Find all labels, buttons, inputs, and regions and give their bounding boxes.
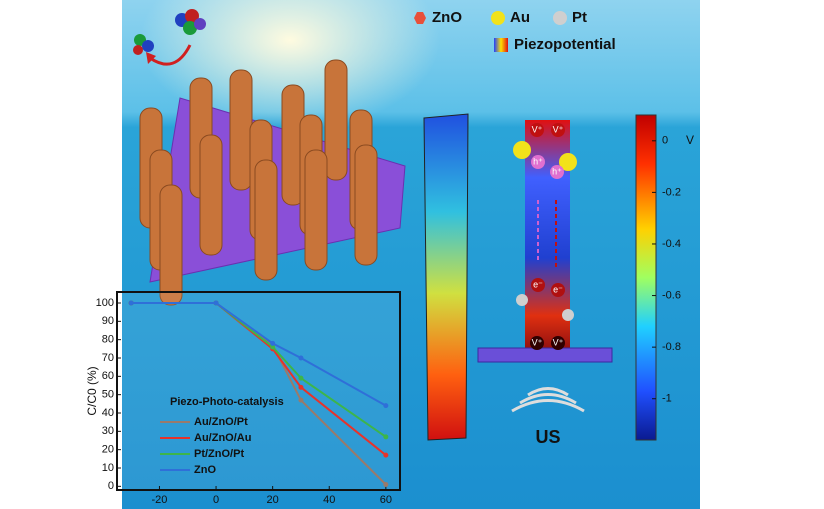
nanorod xyxy=(199,134,223,256)
colorbar-tick-label: -0.4 xyxy=(662,238,681,250)
simulated-rod xyxy=(423,113,469,441)
au-particle xyxy=(559,153,577,171)
legend-label: Pt/ZnO/Pt xyxy=(194,448,244,460)
data-point xyxy=(383,482,389,487)
rod-substrate xyxy=(477,347,613,363)
x-tick-label: 0 xyxy=(213,494,219,506)
data-point xyxy=(383,403,389,409)
colorbar xyxy=(635,114,657,441)
pt-particle xyxy=(562,309,574,321)
rod-charges: V⁺ V⁺ h⁺ h⁺ e⁻ e⁻ V⁺ V⁺ xyxy=(530,123,565,350)
vacancy-label: V⁺ xyxy=(553,337,564,347)
arrow-head xyxy=(146,52,156,64)
electron-label: e⁻ xyxy=(553,284,563,294)
x-tick-label: -20 xyxy=(151,494,167,506)
y-tick-label: 70 xyxy=(102,352,114,364)
x-tick-label: 20 xyxy=(267,494,279,506)
legend-marker xyxy=(414,12,426,24)
inset-frame xyxy=(116,291,401,491)
nanorod xyxy=(324,59,348,181)
atom xyxy=(183,21,197,35)
charge xyxy=(530,123,544,137)
charge xyxy=(530,336,544,350)
piezopotential-swatch xyxy=(494,38,508,52)
legend-label: Piezopotential xyxy=(514,36,616,53)
hole-label: h⁺ xyxy=(533,156,543,166)
legend-label: ZnO xyxy=(432,9,462,26)
vacancy-label: V⁺ xyxy=(532,337,543,347)
atom xyxy=(142,40,154,52)
y-tick-label: 30 xyxy=(102,425,114,437)
colorbar-tick-label: -0.2 xyxy=(662,186,681,198)
atom xyxy=(194,18,206,30)
wave xyxy=(519,393,577,405)
colorbar-tick-label: 0 xyxy=(662,135,668,147)
data-point xyxy=(213,300,219,306)
y-tick-label: 40 xyxy=(102,407,114,419)
reaction-arrow xyxy=(149,44,192,66)
molecules xyxy=(133,9,206,66)
nanorod xyxy=(304,149,328,271)
x-tick-label: 40 xyxy=(323,494,335,506)
legend-label: Au xyxy=(510,9,530,26)
charge xyxy=(551,336,565,350)
data-point xyxy=(383,452,389,458)
charge xyxy=(531,278,545,292)
legend-label: Au/ZnO/Pt xyxy=(194,416,248,428)
y-tick-label: 90 xyxy=(102,315,114,327)
charge xyxy=(551,123,565,137)
nanorod xyxy=(354,144,378,266)
y-tick-label: 100 xyxy=(96,297,114,309)
data-point xyxy=(270,344,276,350)
data-point xyxy=(128,300,134,306)
legend-marker xyxy=(491,11,505,25)
sun-glow xyxy=(140,0,440,130)
atom xyxy=(133,45,143,55)
ultrasound-waves xyxy=(511,387,585,413)
au-particle xyxy=(513,141,531,159)
legend-label: Pt xyxy=(572,9,587,26)
y-tick-label: 0 xyxy=(108,480,114,492)
charge xyxy=(531,155,545,169)
x-tick-label: 60 xyxy=(380,494,392,506)
colorbar-tick-label: -0.8 xyxy=(662,341,681,353)
wave xyxy=(527,387,569,397)
nanorod xyxy=(229,69,253,191)
y-tick-label: 20 xyxy=(102,444,114,456)
colorbar-unit: V xyxy=(686,133,694,147)
charge xyxy=(550,165,564,179)
legend-label: Au/ZnO/Au xyxy=(194,432,251,444)
electron-label: e⁻ xyxy=(533,279,543,289)
atom xyxy=(185,9,199,23)
y-tick-label: 80 xyxy=(102,334,114,346)
charge xyxy=(551,283,565,297)
data-point xyxy=(298,397,304,403)
colorbar-tick-label: -0.6 xyxy=(662,289,681,301)
vacancy-label: V⁺ xyxy=(532,124,543,134)
annotation: Piezo-Photo-catalysis xyxy=(170,396,284,408)
vacancy-label: V⁺ xyxy=(553,124,564,134)
data-point xyxy=(383,434,389,440)
y-tick-label: 60 xyxy=(102,370,114,382)
data-point xyxy=(270,340,276,346)
y-tick-label: 50 xyxy=(102,389,114,401)
wave xyxy=(511,399,585,413)
nanorod xyxy=(159,184,183,306)
ultrasound-label: US xyxy=(535,427,560,447)
data-point xyxy=(298,384,304,390)
y-axis-label: C/C0 (%) xyxy=(85,366,99,415)
nanorod-array xyxy=(139,59,378,306)
data-point xyxy=(298,375,304,381)
colorbar-tick-label: -1 xyxy=(662,393,672,405)
legend-marker xyxy=(553,11,567,25)
legend-label: ZnO xyxy=(194,464,216,476)
hole-label: h⁺ xyxy=(552,166,562,176)
data-point xyxy=(298,355,304,361)
pt-particle xyxy=(516,294,528,306)
nanorod xyxy=(254,159,278,281)
y-tick-label: 10 xyxy=(102,462,114,474)
